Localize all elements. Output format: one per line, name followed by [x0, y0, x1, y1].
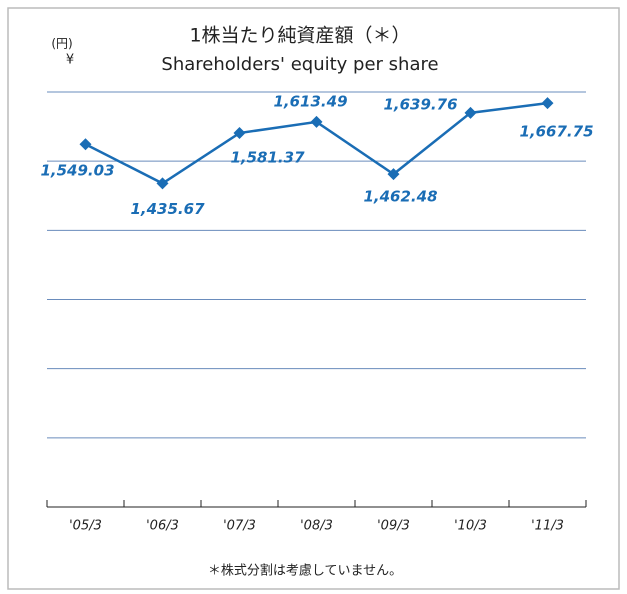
x-tick-label: '07/3: [223, 519, 256, 534]
marker: [233, 127, 246, 140]
data-label: 1,435.67: [130, 200, 205, 218]
frame: [7, 7, 620, 590]
currency-label: ¥: [66, 53, 74, 68]
footnote: ＊株式分割は考慮していません。: [208, 563, 402, 579]
marker: [541, 97, 554, 110]
marker: [387, 168, 400, 181]
x-tick-label: '10/3: [454, 519, 487, 534]
x-tick-label: '05/3: [69, 519, 102, 534]
data-label: 1,613.49: [273, 92, 347, 110]
data-label: 1,667.75: [519, 123, 593, 141]
marker: [310, 115, 323, 128]
data-label: 1,639.76: [383, 95, 457, 113]
x-tick-label: '11/3: [531, 519, 564, 534]
chart-title: 1株当たり純資産額（＊）: [189, 25, 410, 47]
x-tick-label: '09/3: [377, 519, 410, 534]
chart-subtitle: Shareholders' equity per share: [161, 54, 438, 75]
marker: [464, 106, 477, 119]
x-tick-label: '08/3: [300, 519, 333, 534]
data-label: 1,581.37: [230, 149, 305, 167]
data-label: 1,462.48: [363, 188, 437, 206]
data-label: 1,549.03: [40, 162, 114, 180]
unit-label: (円): [51, 37, 72, 51]
x-tick-label: '06/3: [146, 519, 179, 534]
marker: [156, 177, 169, 190]
marker: [79, 138, 92, 151]
